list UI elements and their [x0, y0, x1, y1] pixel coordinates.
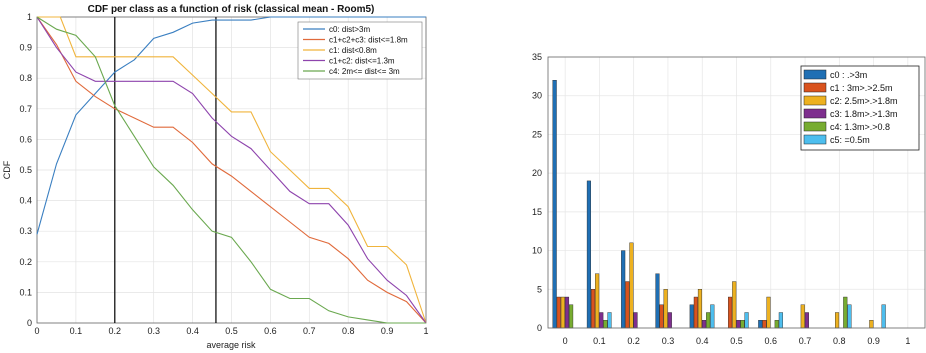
cdf-chart-plot-area	[36, 16, 427, 324]
cdf-x-tick-label: 0.9	[381, 326, 394, 336]
cdf-chart-x-axis-label: average risk	[206, 340, 256, 350]
cdf-series-line	[36, 16, 427, 324]
cdf-y-tick-label: 0.6	[19, 134, 32, 144]
cdf-legend-label: c1+c2+c3: dist<=1.8m	[329, 36, 408, 45]
cdf-x-tick-label: 0.7	[303, 326, 316, 336]
cdf-y-tick-label: 0.7	[19, 104, 32, 114]
cdf-x-tick-label: 0.3	[147, 326, 160, 336]
cdf-series-line	[36, 16, 427, 324]
cdf-series-line	[37, 16, 427, 324]
cdf-legend-label: c0: dist>3m	[329, 25, 370, 34]
cdf-chart-y-ticks: 0 0.1 0.2 0.3 0.4 0.5 0.6 0.7 0.8 0.9 1	[19, 12, 32, 328]
cdf-series-line	[36, 16, 426, 324]
cdf-chart-x-ticks: 0 0.1 0.2 0.3 0.4 0.5 0.6 0.7 0.8 0.9 1	[34, 326, 428, 336]
cdf-legend-label: c1+c2: dist<=1.3m	[329, 57, 395, 66]
cdf-y-tick-label: 0.3	[19, 226, 32, 236]
cdf-chart-title: CDF per class as a function of risk (cla…	[88, 4, 375, 15]
cdf-chart-series-group	[36, 16, 427, 324]
cdf-y-tick-label: 0.5	[19, 165, 32, 175]
cdf-y-tick-label: 0.4	[19, 196, 32, 206]
cdf-x-tick-label: 0.4	[186, 326, 199, 336]
cdf-chart-threshold-lines	[114, 17, 217, 323]
cdf-x-tick-label: 1	[423, 326, 428, 336]
cdf-y-tick-label: 1	[27, 12, 32, 22]
cdf-x-tick-label: 0	[34, 326, 39, 336]
cdf-legend-label: c4: 2m<= dist<= 3m	[329, 67, 400, 76]
cdf-x-tick-label: 0.6	[264, 326, 277, 336]
cdf-y-tick-label: 0.8	[19, 73, 32, 83]
cdf-y-tick-label: 0.1	[19, 287, 32, 297]
cdf-x-tick-label: 0.5	[225, 326, 238, 336]
cdf-x-tick-label: 0.8	[342, 326, 355, 336]
cdf-x-tick-label: 0.1	[70, 326, 83, 336]
cdf-x-tick-label: 0.2	[109, 326, 122, 336]
cdf-series-line	[36, 16, 426, 235]
cdf-y-tick-label: 0	[27, 318, 32, 328]
cdf-y-tick-label: 0.9	[19, 43, 32, 53]
cdf-legend-label: c1: dist<0.8m	[329, 46, 377, 55]
cdf-chart-y-axis-label: CDF	[2, 160, 12, 179]
cdf-y-tick-label: 0.2	[19, 257, 32, 267]
